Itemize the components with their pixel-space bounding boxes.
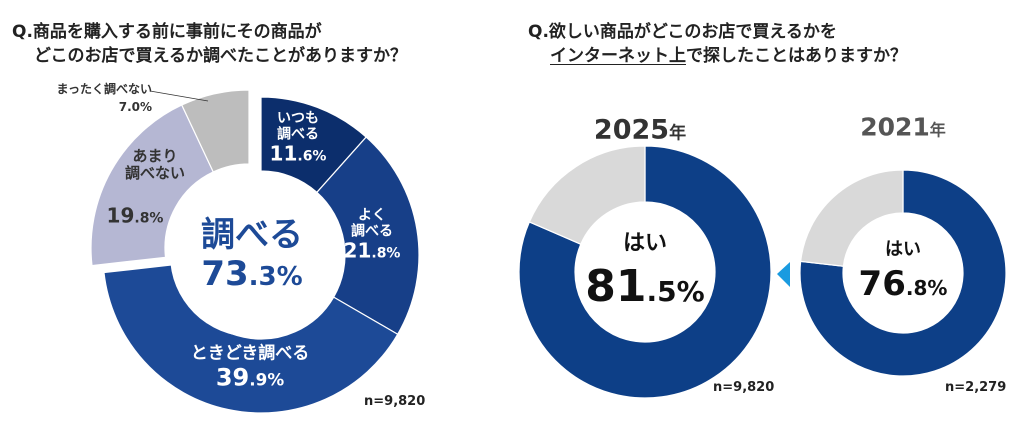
label-always-text1: いつも <box>277 110 319 127</box>
label-never-text: まったく調べない <box>56 82 152 96</box>
center-2021-dec: .8% <box>905 275 948 300</box>
year-2021-suffix: 年 <box>929 120 946 140</box>
left-question-title: Q.商品を購入する前に事前にその商品が どこのお店で買えるか調べたことがあります… <box>12 20 407 68</box>
label-rarely-value: 19.8% <box>106 203 164 228</box>
year-2025-label: 2025年 <box>594 114 686 145</box>
slice-2025-yes <box>518 145 772 399</box>
slice-2025-other <box>528 145 646 245</box>
n-2021-label: n=2,279 <box>945 380 1007 395</box>
label-always-int: 11 <box>269 141 298 166</box>
slice-rarely <box>90 104 215 267</box>
label-rarely-dec: .8% <box>134 210 164 227</box>
label-rarely-text1: あまり <box>132 146 178 165</box>
center-2021-title: はい <box>884 239 921 261</box>
label-often-text1: よく <box>358 207 386 224</box>
slice-never <box>180 89 250 173</box>
year-2021: 2021 <box>860 112 930 142</box>
right-title-line1: Q.欲しい商品がどこのお店で買えるかを <box>528 22 837 42</box>
left-center-int: 73 <box>201 254 249 294</box>
label-often: よく 調べる 21.8% <box>344 207 401 262</box>
center-2025-dec: .5% <box>646 275 705 309</box>
left-center-dec: .3% <box>248 262 303 292</box>
left-center-title: 調べる <box>201 214 303 255</box>
n-2025-label: n=9,820 <box>713 380 775 395</box>
label-sometimes-text: ときどき調べる <box>190 343 310 364</box>
label-rarely: あまり 調べない <box>124 146 186 183</box>
label-never: まったく調べない 7.0% <box>30 80 152 116</box>
center-2025: はい 81.5% <box>585 231 704 313</box>
left-title-line1: Q.商品を購入する前に事前にその商品が <box>12 22 322 42</box>
center-2025-title: はい <box>622 231 668 257</box>
left-title-line2: どこのお店で買えるか調べたことがありますか？ <box>34 46 407 66</box>
label-rarely-text2: 調べない <box>124 164 186 182</box>
label-always: いつも 調べる 11.6% <box>270 110 327 165</box>
label-always-dec: .6% <box>297 148 327 165</box>
label-often-int: 21 <box>343 238 372 263</box>
year-2025: 2025 <box>593 114 670 146</box>
slice-sometimes <box>103 263 399 414</box>
left-center-disc <box>170 173 334 337</box>
right-title-underlined: インターネット上 <box>550 46 686 66</box>
label-always-text2: 調べる <box>277 126 319 143</box>
year-2025-suffix: 年 <box>669 123 687 144</box>
center-2021: はい 76.8% <box>858 239 948 304</box>
center-2025-int: 81 <box>585 261 647 313</box>
label-sometimes: ときどき調べる 39.9% <box>191 344 310 391</box>
never-leader-line <box>149 90 209 102</box>
label-often-text2: 調べる <box>351 223 393 240</box>
slice-2021-other <box>799 169 904 267</box>
label-never-value: 7.0% <box>118 100 152 114</box>
label-sometimes-dec: .9% <box>249 368 285 389</box>
year-2021-label: 2021年 <box>860 112 946 143</box>
center-2021-int: 76 <box>858 263 906 304</box>
label-sometimes-int: 39 <box>215 362 250 391</box>
label-rarely-int: 19 <box>106 203 135 228</box>
right-title-line2: インターネット上で探したことはありますか？ <box>528 44 907 68</box>
comparison-arrow-icon <box>777 262 790 287</box>
right-title-rest: で探したことはありますか？ <box>686 46 907 66</box>
slice-often <box>316 136 420 336</box>
label-often-dec: .8% <box>371 245 401 262</box>
right-question-title: Q.欲しい商品がどこのお店で買えるかを インターネット上で探したことはありますか… <box>528 20 907 68</box>
slice-2021-yes <box>799 169 1007 377</box>
left-n-label: n=9,820 <box>364 394 426 409</box>
left-center-label: 調べる 73.3% <box>201 214 303 294</box>
